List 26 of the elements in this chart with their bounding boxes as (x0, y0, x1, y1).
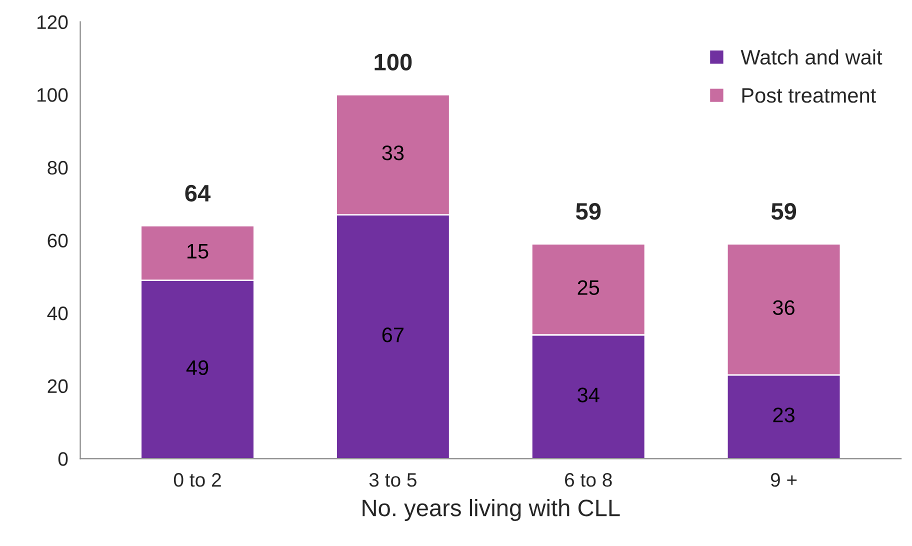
data-label: 34 (578, 388, 600, 402)
legend-label: Watch and wait (740, 49, 882, 65)
data-label: 36 (773, 300, 794, 315)
total-label: 64 (185, 184, 211, 202)
x-tick-label: 6 to 8 (565, 473, 612, 487)
y-tick-label: 60 (48, 234, 68, 248)
total-label: 59 (576, 203, 601, 220)
y-tick-label: 20 (48, 379, 68, 394)
y-tick-label: 120 (37, 15, 68, 30)
x-axis-title: No. years living with CLL (362, 498, 620, 521)
y-tick-label: 40 (47, 306, 68, 320)
total-label: 100 (374, 54, 412, 71)
data-label: 25 (578, 280, 600, 295)
data-label: 67 (382, 328, 404, 342)
data-label: 49 (186, 360, 208, 376)
legend-label: Post treatment (742, 88, 876, 103)
y-tick-label: 100 (37, 88, 68, 102)
y-tick-label: 0 (58, 452, 68, 466)
data-label: 33 (382, 146, 404, 160)
y-tick-label: 80 (48, 160, 68, 175)
data-label: 15 (188, 244, 208, 259)
data-label: 23 (773, 408, 794, 422)
x-tick-label: 9 + (770, 473, 797, 487)
x-tick-label: 3 to 5 (369, 473, 416, 487)
x-tick-label: 0 to 2 (174, 473, 221, 487)
total-label: 59 (771, 203, 796, 220)
